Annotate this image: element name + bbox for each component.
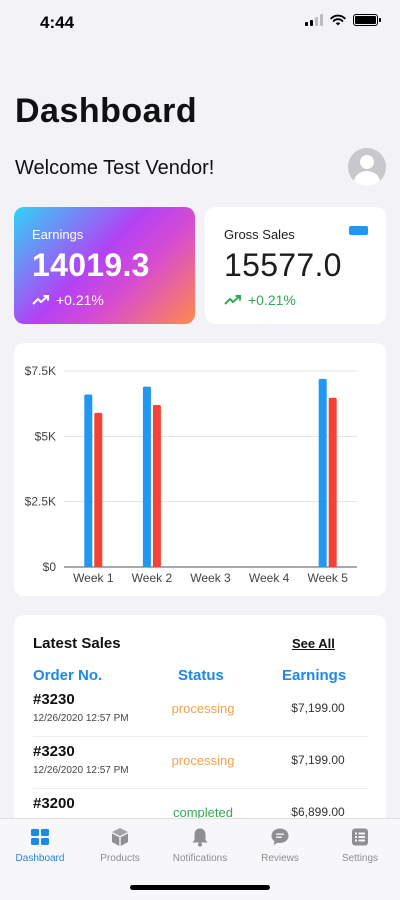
earnings-trend-value: +0.21% <box>56 292 104 308</box>
sale-date: 12/26/2020 12:57 PM <box>33 765 129 776</box>
weekly-sales-chart: $0 $2.5K $5K $7.5K Week 1 Week 2 Week 3 Week 4 W… <box>25 364 357 585</box>
y-tick-label: $5K <box>35 429 56 443</box>
chart-bar <box>142 386 151 567</box>
sale-amount: $6,899.00 <box>291 805 345 819</box>
sale-amount: $7,199.00 <box>291 701 345 715</box>
x-tick-label: Week 1 <box>73 571 114 585</box>
tab-label: Settings <box>341 853 379 864</box>
tab-label: Dashboard <box>15 853 65 864</box>
sale-status: processing <box>171 701 235 716</box>
earnings-trend: +0.21% <box>32 292 104 308</box>
cellular-signal-icon <box>305 14 323 26</box>
status-time: 4:44 <box>40 13 75 32</box>
earnings-card[interactable]: Earnings 14019.3 +0.21% <box>14 207 195 324</box>
sale-order-number: #3230 <box>33 743 75 760</box>
x-tick-label: Week 4 <box>249 571 290 585</box>
gross-sales-label: Gross Sales <box>224 227 295 242</box>
welcome-message: Welcome Test Vendor! <box>15 157 215 179</box>
tab-notifications[interactable]: Notifications <box>160 819 240 869</box>
earnings-label: Earnings <box>32 227 84 242</box>
tab-label: Reviews <box>261 853 299 864</box>
page-title: Dashboard <box>15 92 198 130</box>
box-icon <box>112 828 128 846</box>
grid-icon <box>31 829 49 845</box>
chat-bubble-icon <box>271 828 289 845</box>
gross-sales-trend-value: +0.21% <box>248 292 296 308</box>
column-header-earnings: Earnings <box>282 667 347 684</box>
status-bar: 4:44 <box>0 0 400 48</box>
chart-bar <box>318 378 327 567</box>
avatar[interactable] <box>348 148 386 186</box>
sale-order-number: #3200 <box>33 795 75 812</box>
list-icon <box>352 828 368 846</box>
latest-sales-card: Latest Sales See All Order No. Status Ea… <box>14 615 386 875</box>
tab-reviews[interactable]: Reviews <box>240 819 320 869</box>
tab-products[interactable]: Products <box>80 819 160 869</box>
tab-label: Notifications <box>172 853 228 864</box>
trending-up-icon <box>224 295 241 305</box>
wifi-icon <box>330 14 346 26</box>
trending-up-icon <box>32 295 49 305</box>
chart-bar <box>84 394 93 567</box>
gross-sales-value: 15577.0 <box>224 247 342 283</box>
tab-dashboard[interactable]: Dashboard <box>0 819 80 869</box>
sale-row[interactable]: #3230 12/26/2020 12:57 PM processing $7,… <box>33 737 368 789</box>
sale-date: 12/26/2020 12:57 PM <box>33 713 129 724</box>
y-tick-label: $0 <box>43 560 57 574</box>
gross-sales-flag-icon <box>349 226 368 235</box>
sale-status: completed <box>173 805 233 820</box>
gross-sales-card[interactable]: Gross Sales 15577.0 +0.21% <box>205 207 386 324</box>
y-tick-label: $7.5K <box>25 364 56 378</box>
sale-status: processing <box>171 753 235 768</box>
tab-settings[interactable]: Settings <box>320 819 400 869</box>
x-tick-label: Week 2 <box>132 571 173 585</box>
chart-bar <box>94 412 103 567</box>
sale-row[interactable]: #3230 12/26/2020 12:57 PM processing $7,… <box>33 685 368 737</box>
status-icons <box>305 14 381 26</box>
gross-sales-trend: +0.21% <box>224 292 296 308</box>
earnings-value: 14019.3 <box>32 247 150 283</box>
bell-icon <box>192 828 208 847</box>
y-tick-label: $2.5K <box>25 495 56 509</box>
sale-order-number: #3230 <box>33 691 75 708</box>
x-tick-label: Week 3 <box>190 571 231 585</box>
column-header-order: Order No. <box>33 667 103 684</box>
weekly-sales-chart-card: $0 $2.5K $5K $7.5K Week 1 Week 2 Week 3 Week 4 W… <box>14 343 386 596</box>
tab-label: Products <box>100 853 140 864</box>
see-all-link[interactable]: See All <box>292 636 335 651</box>
chart-bar <box>328 397 337 567</box>
latest-sales-title: Latest Sales <box>33 635 121 652</box>
home-indicator <box>130 885 270 890</box>
chart-bar <box>152 404 161 567</box>
column-header-status: Status <box>178 667 224 684</box>
battery-icon <box>353 14 381 26</box>
sale-amount: $7,199.00 <box>291 753 345 767</box>
x-tick-label: Week 5 <box>307 571 348 585</box>
